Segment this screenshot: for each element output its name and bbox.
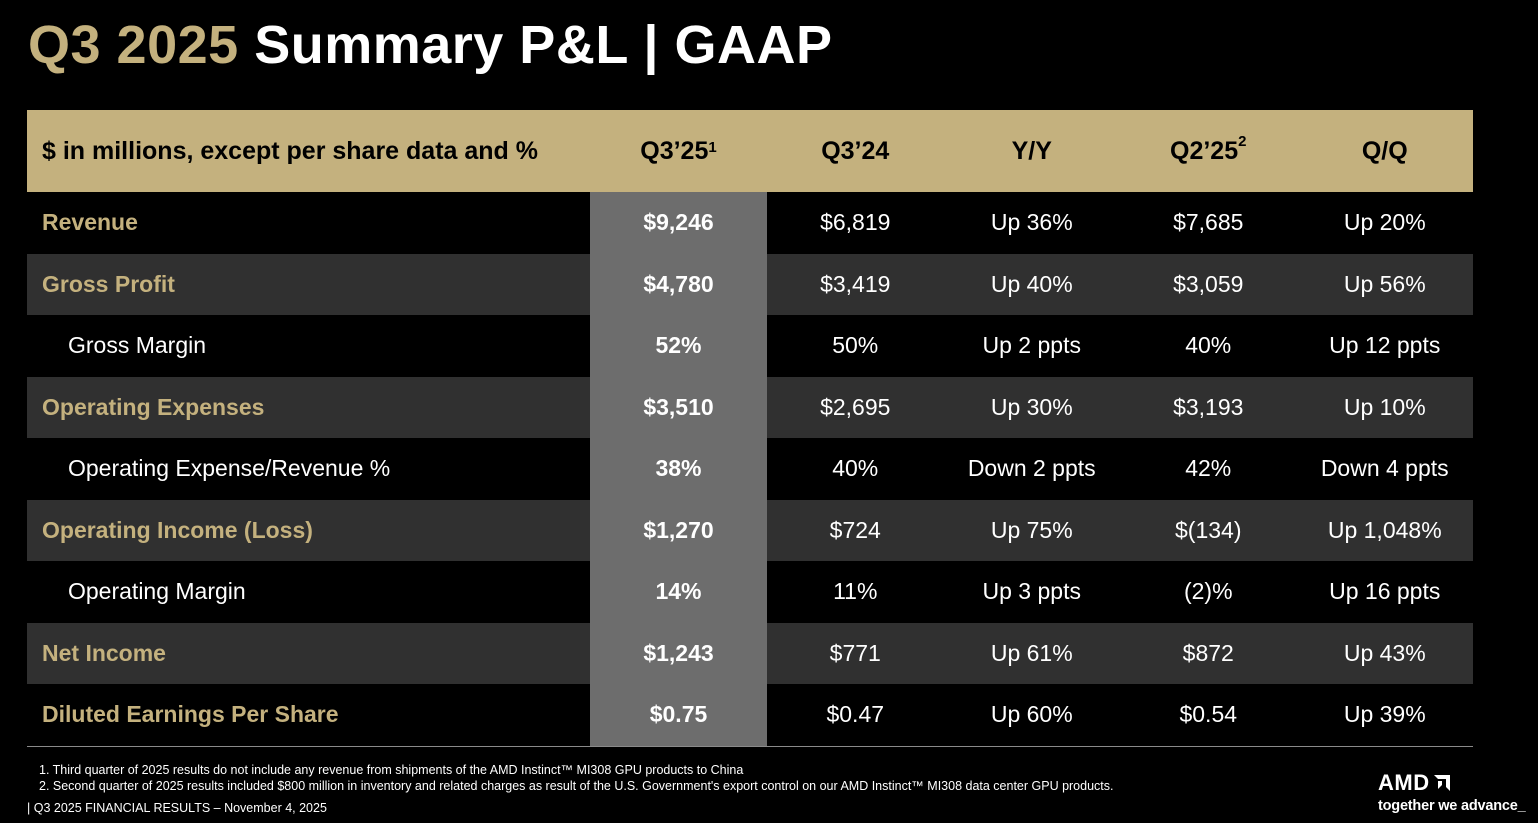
logo-tagline: together we advance_ (1378, 798, 1526, 814)
table-row-gross-margin: Gross Margin 52% 50% Up 2 ppts 40% Up 12… (27, 315, 1473, 377)
footnote-1: 1. Third quarter of 2025 results do not … (39, 763, 744, 777)
footer-text: | Q3 2025 FINANCIAL RESULTS – November 4… (27, 801, 327, 815)
cell-q324: 11% (833, 578, 878, 605)
table-row-operating-income: Operating Income (Loss) $1,270 $724 Up 7… (27, 499, 1473, 561)
pl-table: $ in millions, except per share data and… (27, 110, 1473, 747)
cell-q225: (2)% (1183, 578, 1233, 605)
cell-qq: Up 39% (1343, 701, 1426, 728)
amd-logo: AMD together we advance_ (1378, 770, 1528, 818)
cell-qq: Up 1,048% (1327, 516, 1442, 543)
table-row-revenue: Revenue $9,246 $6,819 Up 36% $7,685 Up 2… (27, 192, 1473, 254)
header-q225: Q2’252 (1170, 132, 1247, 165)
table-bottom-rule (27, 745, 1473, 747)
cell-q225: $872 (1182, 639, 1234, 666)
cell-q225: 42% (1185, 455, 1232, 482)
row-label: Operating Expense/Revenue % (68, 455, 391, 482)
row-label: Gross Profit (42, 270, 175, 297)
header-label: $ in millions, except per share data and… (42, 136, 538, 165)
cell-q324: $771 (829, 639, 881, 666)
cell-qq: Up 20% (1343, 209, 1426, 236)
table-row-opex-revenue: Operating Expense/Revenue % 38% 40% Down… (27, 438, 1473, 500)
cell-q325: $9,246 (590, 192, 767, 254)
cell-q325: $1,270 (590, 499, 767, 561)
cell-qq: Up 12 ppts (1329, 332, 1441, 359)
cell-yy: Up 36% (990, 209, 1073, 236)
title-text: Summary P&L | GAAP (254, 15, 833, 75)
cell-yy: Up 61% (990, 639, 1073, 666)
cell-q324: $724 (829, 516, 881, 543)
row-label: Diluted Earnings Per Share (42, 701, 339, 728)
header-q325: Q3’25 1 (640, 136, 717, 165)
amd-arrow-icon (1433, 775, 1450, 791)
cell-yy: Up 40% (990, 270, 1073, 297)
cell-qq: Down 4 ppts (1320, 455, 1449, 482)
row-label: Operating Expenses (42, 393, 265, 420)
cell-yy: Up 60% (990, 701, 1073, 728)
cell-qq: Up 43% (1343, 639, 1426, 666)
table-row-gross-profit: Gross Profit $4,780 $3,419 Up 40% $3,059… (27, 253, 1473, 315)
row-label: Revenue (42, 209, 138, 236)
cell-q225: $0.54 (1179, 701, 1238, 728)
row-label: Gross Margin (68, 332, 207, 359)
table-row-net-income: Net Income $1,243 $771 Up 61% $872 Up 43… (27, 622, 1473, 684)
row-label: Net Income (42, 639, 166, 666)
row-label: Operating Income (Loss) (42, 516, 313, 543)
cell-q325: $0.75 (590, 684, 767, 746)
cell-q325: 38% (590, 438, 767, 500)
cell-qq: Up 56% (1343, 270, 1426, 297)
cell-q324: 40% (832, 455, 879, 482)
cell-q324: $6,819 (820, 209, 891, 236)
table-row-diluted-eps: Diluted Earnings Per Share $0.75 $0.47 U… (27, 684, 1473, 746)
table-header: $ in millions, except per share data and… (27, 110, 1473, 192)
header-yy: Y/Y (1011, 136, 1052, 165)
cell-q225: $3,193 (1173, 393, 1244, 420)
page-title: Q3 2025 Summary P&L | GAAP (28, 14, 832, 76)
cell-q225: 40% (1185, 332, 1232, 359)
logo-brand: AMD (1378, 770, 1430, 795)
cell-yy: Up 30% (990, 393, 1073, 420)
header-q324: Q3’24 (821, 136, 890, 165)
cell-q325: $1,243 (590, 622, 767, 684)
cell-q225: $7,685 (1173, 209, 1244, 236)
row-label: Operating Margin (68, 578, 246, 605)
cell-q324: $0.47 (826, 701, 885, 728)
cell-q225: $(134) (1175, 516, 1242, 543)
cell-q324: $3,419 (820, 270, 891, 297)
table-row-operating-margin: Operating Margin 14% 11% Up 3 ppts (2)% … (27, 561, 1473, 623)
cell-q325: $4,780 (590, 253, 767, 315)
cell-q325: $3,510 (590, 376, 767, 438)
cell-q324: $2,695 (820, 393, 891, 420)
cell-q225: $3,059 (1173, 270, 1244, 297)
cell-yy: Down 2 ppts (967, 455, 1096, 482)
cell-q325: 14% (590, 561, 767, 623)
cell-qq: Up 16 ppts (1329, 578, 1441, 605)
cell-qq: Up 10% (1343, 393, 1426, 420)
cell-yy: Up 75% (990, 516, 1073, 543)
header-qq: Q/Q (1361, 136, 1408, 165)
cell-q325: 52% (590, 315, 767, 377)
footnote-2: 2. Second quarter of 2025 results includ… (39, 779, 1114, 793)
table-row-operating-expenses: Operating Expenses $3,510 $2,695 Up 30% … (27, 376, 1473, 438)
cell-yy: Up 3 ppts (982, 578, 1081, 605)
title-period: Q3 2025 (28, 15, 239, 75)
cell-q324: 50% (832, 332, 879, 359)
cell-yy: Up 2 ppts (982, 332, 1081, 359)
